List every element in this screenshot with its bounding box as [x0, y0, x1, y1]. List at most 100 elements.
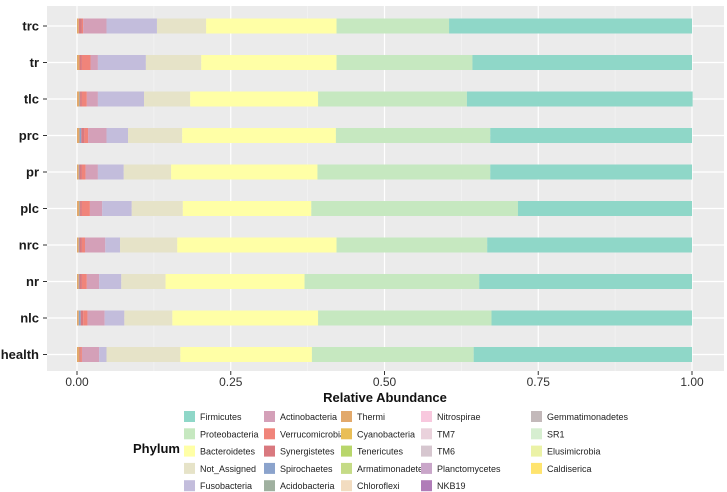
bar-segment-health-firmicutes: [473, 347, 692, 362]
bar-segment-pr-synergistetes: [79, 164, 82, 180]
bar-segment-prc-spirochaetes: [79, 128, 82, 143]
bar-segment-tlc-bacteroidetes: [190, 91, 319, 107]
bar-segment-nlc-spirochaetes: [78, 310, 81, 326]
legend-swatch-firmicutes: [184, 411, 195, 422]
legend-label-not_assigned: Not_Assigned: [200, 464, 256, 474]
bar-segment-nrc-firmicutes: [487, 237, 692, 253]
bar-segment-nrc-proteobacteria: [336, 237, 488, 253]
bar-segment-tr-fusobacteria: [97, 55, 146, 70]
x-tick-label-2: 0.50: [373, 375, 397, 389]
legend-label-bacteroidetes: Bacteroidetes: [200, 447, 256, 457]
legend-label-actinobacteria: Actinobacteria: [280, 412, 337, 422]
bar-segment-nr-actinobacteria: [86, 274, 100, 289]
legend-label-fusobacteria: Fusobacteria: [200, 481, 252, 491]
legend-label-acidobacteria: Acidobacteria: [280, 481, 335, 491]
legend-swatch-actinobacteria: [264, 411, 275, 422]
bar-segment-prc-thermi: [77, 128, 80, 143]
bar-segment-prc-firmicutes: [490, 128, 692, 143]
bar-segment-nr-synergistetes: [79, 274, 82, 289]
x-tick-label-4: 1.00: [680, 375, 704, 389]
legend-label-synergistetes: Synergistetes: [280, 447, 335, 457]
bar-segment-health-verrucomicrobia: [80, 347, 82, 362]
bar-segment-health-synergistetes: [79, 347, 81, 362]
bar-segment-trc-not_assigned: [156, 18, 207, 34]
bar-segment-pr-thermi: [77, 164, 79, 180]
legend-swatch-nitrospirae: [421, 411, 432, 422]
y-tick-label-nrc: nrc: [19, 238, 39, 253]
bar-segment-nlc-proteobacteria: [318, 310, 492, 326]
bar-segment-prc-actinobacteria: [88, 128, 107, 143]
bar-segment-nrc-verrucomicrobia: [81, 237, 85, 253]
legend-swatch-proteobacteria: [184, 428, 195, 440]
y-tick-label-tlc: tlc: [24, 92, 39, 107]
bar-segment-plc-verrucomicrobia: [81, 201, 90, 216]
x-tick-label-1: 0.25: [219, 375, 243, 389]
bar-segment-trc-actinobacteria: [83, 18, 107, 34]
bar-segment-tr-bacteroidetes: [201, 55, 337, 70]
bars: [77, 18, 693, 362]
x-axis-title: Relative Abundance: [323, 390, 447, 405]
bar-segment-prc-synergistetes: [81, 128, 85, 143]
bar-segment-health-fusobacteria: [99, 347, 107, 362]
bar-segment-plc-spirochaetes: [79, 201, 81, 216]
bar-segment-tlc-actinobacteria: [86, 91, 98, 107]
legend-swatch-elusimicrobia: [531, 445, 542, 457]
legend-label-chloroflexi: Chloroflexi: [357, 481, 400, 491]
bar-segment-pr-actinobacteria: [85, 164, 98, 180]
bar-segment-nrc-actinobacteria: [84, 237, 106, 253]
legend-swatch-fusobacteria: [184, 480, 195, 492]
legend-label-proteobacteria: Proteobacteria: [200, 429, 259, 439]
bar-segment-tlc-proteobacteria: [318, 91, 467, 107]
legend-swatch-acidobacteria: [264, 480, 275, 492]
bar-segment-nr-spirochaetes: [78, 274, 80, 289]
legend-swatch-armatimonadetes: [341, 462, 352, 474]
y-tick-label-pr: pr: [26, 165, 39, 180]
legend-swatch-cyanobacteria: [341, 428, 352, 440]
legend-label-spirochaetes: Spirochaetes: [280, 464, 333, 474]
bar-segment-plc-synergistetes: [80, 201, 82, 216]
bar-segment-tlc-not_assigned: [144, 91, 191, 107]
bar-segment-nlc-actinobacteria: [87, 310, 105, 326]
legend-label-elusimicrobia: Elusimicrobia: [547, 447, 601, 457]
legend-swatch-tm6: [421, 445, 432, 457]
bar-segment-prc-not_assigned: [128, 128, 183, 143]
legend: Firmicutes Proteobacteria Bacteroidetes Not…: [184, 411, 629, 492]
legend-swatch-thermi: [341, 411, 352, 422]
legend-label-planctomycetes: Planctomycetes: [437, 464, 501, 474]
legend-label-tenericutes: Tenericutes: [357, 447, 404, 457]
bar-segment-plc-actinobacteria: [89, 201, 103, 216]
y-tick-label-trc: trc: [22, 19, 39, 34]
legend-swatch-tm7: [421, 428, 432, 440]
bar-segment-pr-bacteroidetes: [171, 164, 318, 180]
bar-segment-nrc-not_assigned: [120, 237, 178, 253]
bar-segment-nlc-thermi: [77, 310, 79, 326]
legend-label-firmicutes: Firmicutes: [200, 412, 242, 422]
legend-title: Phylum: [133, 441, 180, 456]
bar-segment-nrc-spirochaetes: [78, 237, 80, 253]
bar-segment-tr-not_assigned: [145, 55, 202, 70]
legend-label-nkb19: NKB19: [437, 481, 466, 491]
bar-segment-nlc-fusobacteria: [104, 310, 125, 326]
bar-segment-nrc-synergistetes: [79, 237, 82, 253]
bar-segment-prc-fusobacteria: [106, 128, 129, 143]
legend-label-nitrospirae: Nitrospirae: [437, 412, 481, 422]
legend-label-tm6: TM6: [437, 447, 455, 457]
legend-swatch-gemmatimonadetes: [531, 411, 542, 422]
bar-segment-nlc-firmicutes: [491, 310, 692, 326]
bar-segment-nlc-not_assigned: [124, 310, 173, 326]
bar-segment-pr-verrucomicrobia: [81, 164, 86, 180]
bar-segment-tlc-verrucomicrobia: [81, 91, 87, 107]
bar-segment-trc-synergistetes: [78, 18, 82, 34]
legend-label-gemmatimonadetes: Gemmatimonadetes: [547, 412, 629, 422]
legend-swatch-verrucomicrobia: [264, 428, 275, 440]
bar-segment-tlc-synergistetes: [80, 91, 82, 107]
legend-swatch-sr1: [531, 428, 542, 440]
bar-segment-prc-bacteroidetes: [182, 128, 336, 143]
legend-swatch-not_assigned: [184, 462, 195, 474]
bar-segment-pr-not_assigned: [123, 164, 172, 180]
bar-segment-nlc-bacteroidetes: [172, 310, 319, 326]
legend-label-armatimonadetes: Armatimonadetes: [357, 464, 428, 474]
bar-segment-pr-fusobacteria: [97, 164, 124, 180]
bar-segment-health-thermi: [77, 347, 80, 362]
bar-segment-plc-bacteroidetes: [182, 201, 312, 216]
